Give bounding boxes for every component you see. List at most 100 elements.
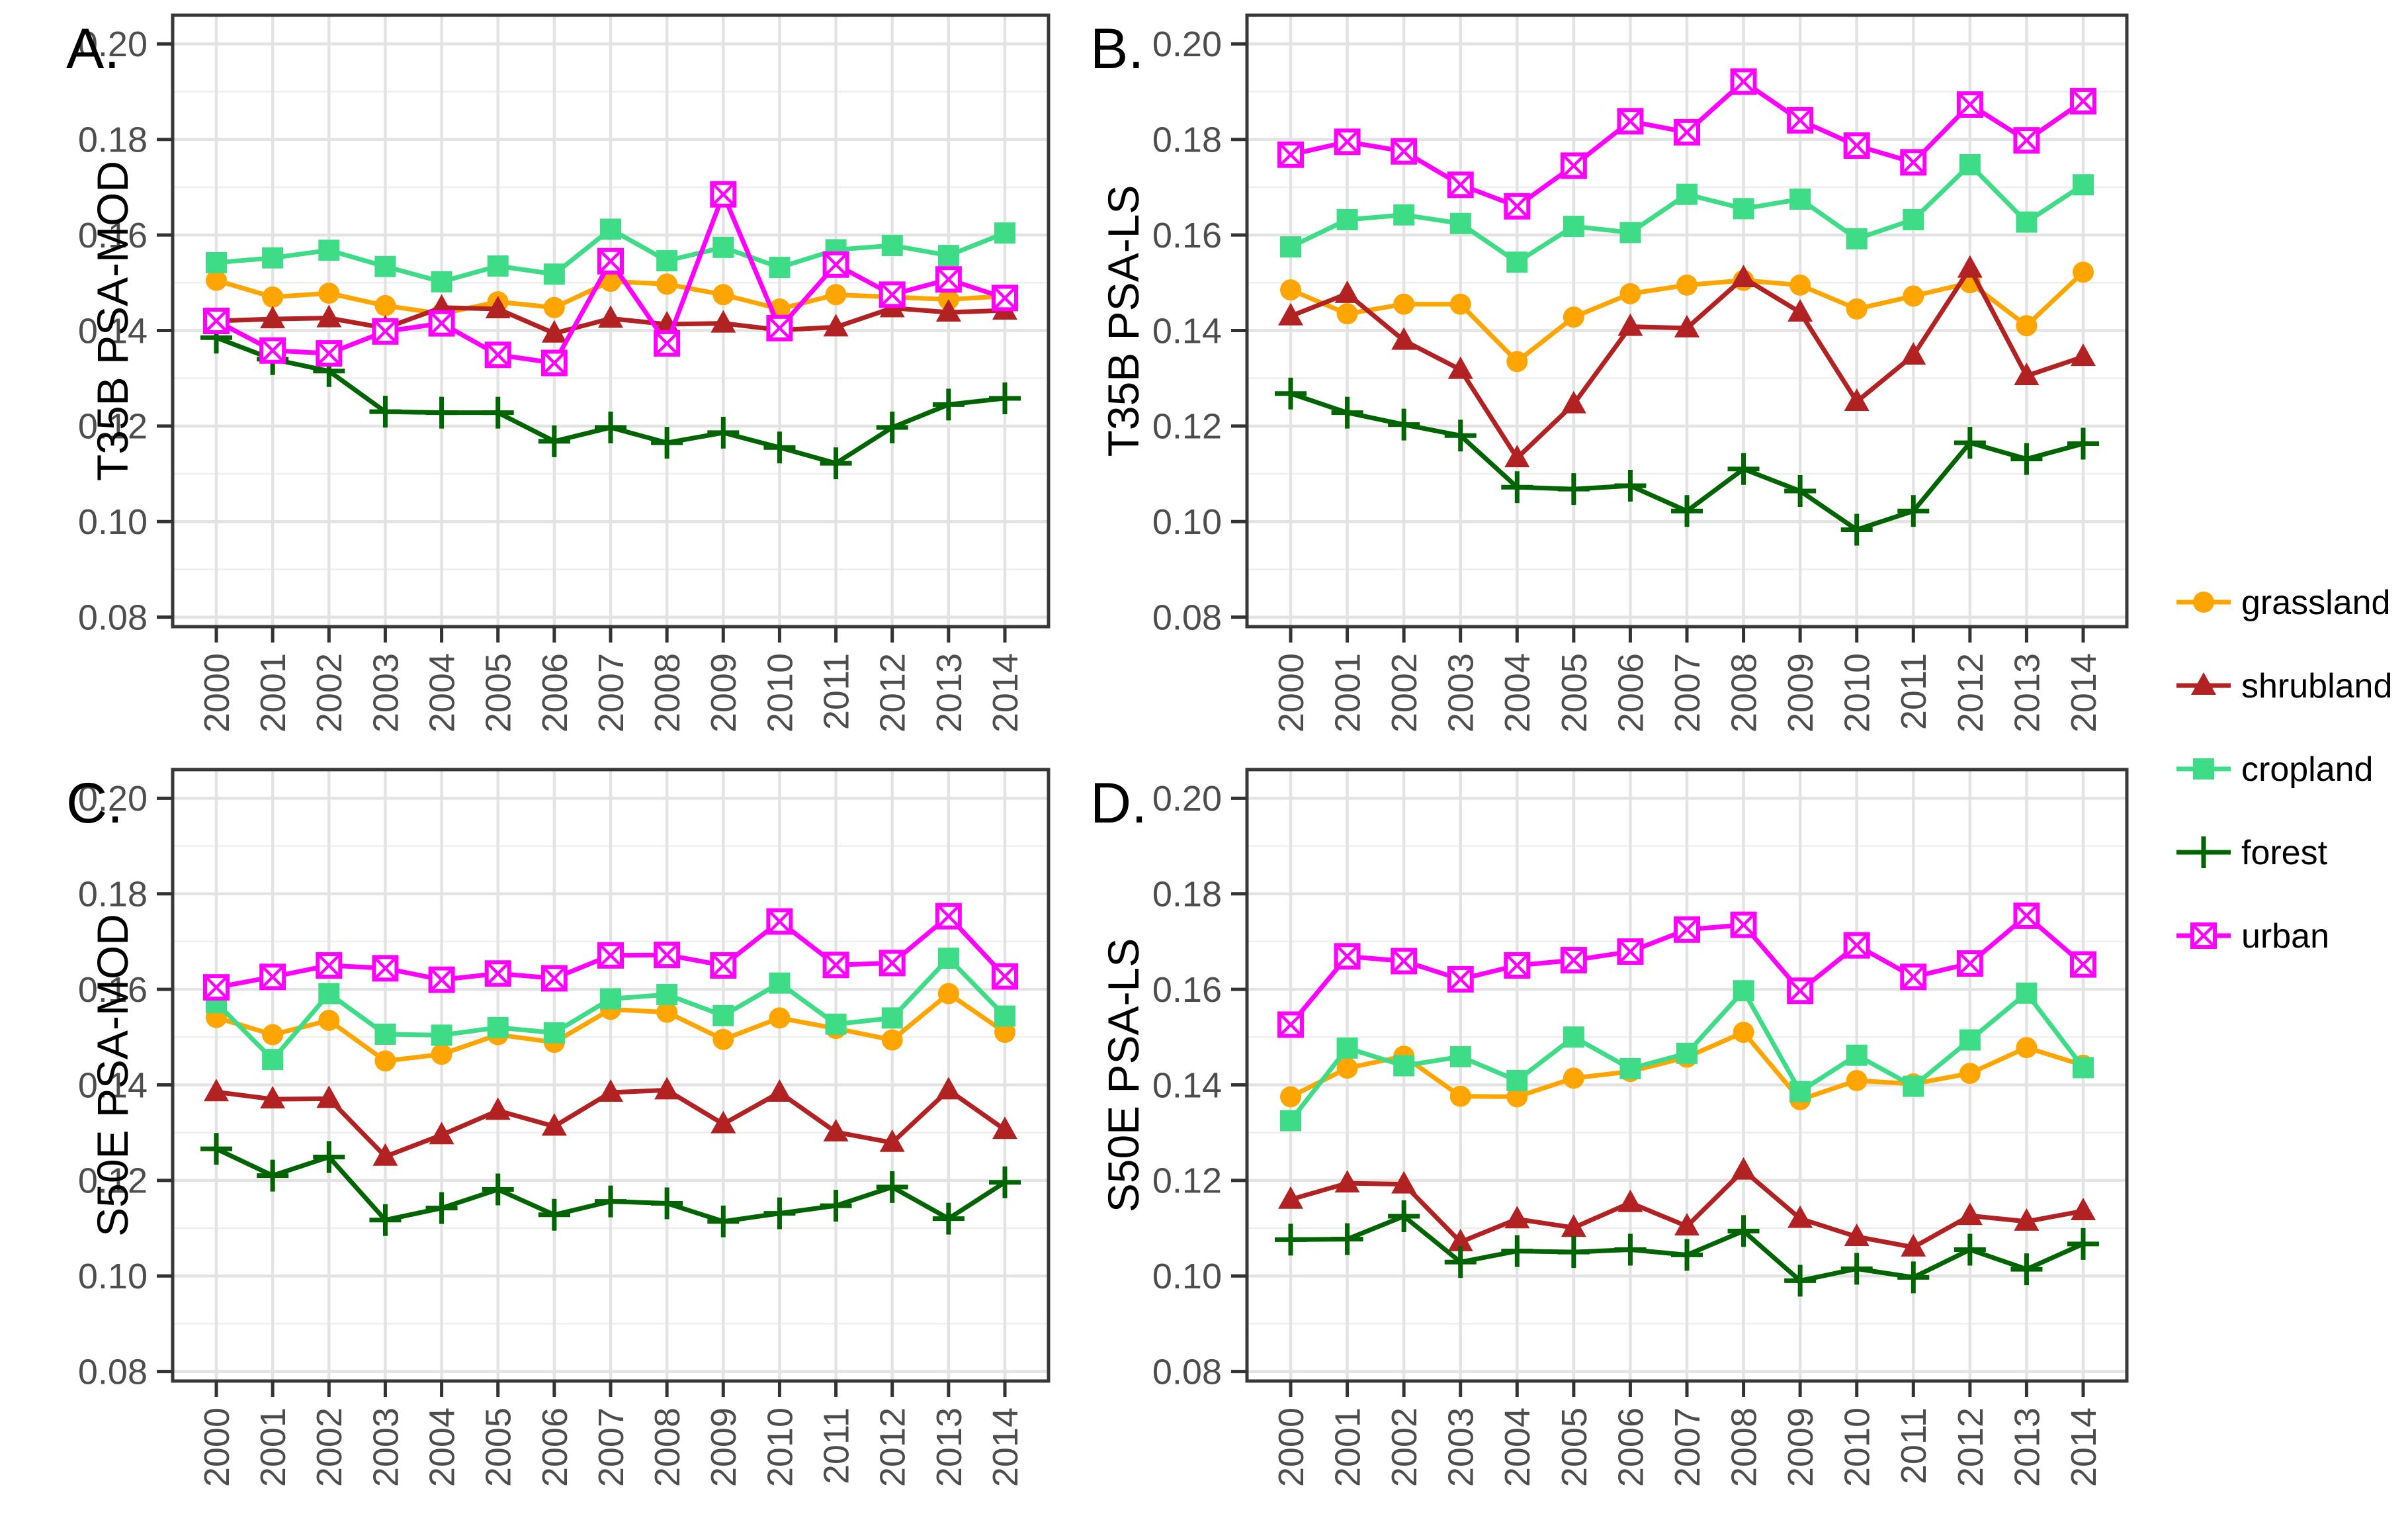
marker-plus — [1444, 1246, 1477, 1278]
panel-b-y-tick-label: 0.16 — [1152, 216, 1222, 255]
marker-triangle — [1844, 1223, 1870, 1246]
marker-plus — [2188, 836, 2219, 868]
marker-triangle — [204, 1079, 229, 1102]
panel-b-y-tick-label: 0.12 — [1152, 407, 1222, 447]
marker-circle — [374, 1050, 396, 1072]
marker-circle — [656, 1001, 678, 1023]
panel-a-y-tick-label: 0.10 — [78, 502, 148, 542]
panel-c-x-tick-label: 2011 — [816, 1407, 856, 1484]
marker-plus — [1275, 377, 1307, 410]
marker-square-x-cross — [992, 285, 1017, 310]
marker-triangle — [541, 320, 567, 343]
marker-circle — [1506, 1086, 1528, 1108]
marker-square-x-cross — [542, 965, 567, 991]
marker-square — [994, 222, 1015, 244]
marker-triangle — [260, 306, 286, 329]
marker-circle — [1789, 274, 1811, 296]
panel-c-y-axis-title: S50E PSA-MOD — [88, 914, 137, 1237]
legend-label-cropland: cropland — [2241, 750, 2373, 789]
panel-a-x-tick-label: 2004 — [422, 653, 462, 733]
panel-d-y-tick-label: 0.14 — [1152, 1065, 1222, 1105]
panel-b-x-tick-label: 2005 — [1555, 653, 1594, 733]
marker-square-x-cross — [260, 338, 285, 363]
marker-plus — [595, 1185, 626, 1218]
panel-d-x-tick-label: 2014 — [2064, 1407, 2104, 1487]
marker-square-x-cross — [1561, 153, 1586, 178]
marker-square-x-cross — [1674, 120, 1699, 145]
panel-a-y-tick-label: 0.14 — [78, 311, 148, 351]
marker-plus — [1784, 1265, 1817, 1297]
marker-square-x-cross — [1844, 133, 1870, 158]
panel-d-x-tick-label: 2010 — [1838, 1407, 1877, 1487]
panel-a-x-tick-label: 2007 — [591, 653, 631, 733]
marker-plus — [763, 431, 796, 464]
marker-square — [1619, 1057, 1641, 1079]
marker-square-x-cross — [542, 350, 567, 376]
marker-square-x-cross — [2014, 903, 2040, 928]
marker-square-x-cross — [372, 319, 398, 344]
panel-c-x-tick-label: 2001 — [253, 1407, 293, 1487]
marker-plus — [1388, 1200, 1420, 1232]
marker-square — [2073, 1057, 2094, 1079]
marker-square-x-cross — [1278, 1012, 1303, 1038]
marker-square — [1846, 228, 1868, 249]
panel-b-x-tick-label: 2011 — [1894, 653, 1934, 730]
panel-d-x-tick-label: 2002 — [1385, 1407, 1424, 1487]
panel-a-x-tick-label: 2008 — [648, 653, 687, 733]
panel-a-x-tick-label: 2011 — [816, 653, 856, 730]
marker-square — [825, 1013, 847, 1035]
panel-b-letter: B. — [1090, 17, 1144, 81]
marker-square-x-cross — [316, 341, 341, 366]
panel-c-y-tick-label: 0.16 — [78, 970, 148, 1010]
legend-label-forest: forest — [2241, 834, 2328, 872]
panel-d-x-tick-label: 2005 — [1555, 1407, 1594, 1487]
marker-circle — [2016, 1037, 2038, 1059]
marker-square — [600, 218, 621, 240]
panel-d-y-tick-label: 0.12 — [1152, 1161, 1222, 1201]
marker-square-x-cross — [1957, 951, 1983, 976]
marker-circle — [937, 983, 959, 1004]
panel-d-x-tick-label: 2003 — [1441, 1407, 1481, 1487]
marker-plus — [369, 396, 402, 428]
marker-square-x-cross — [2071, 89, 2096, 114]
marker-triangle — [1844, 388, 1870, 411]
marker-square-x-cross — [823, 952, 849, 977]
marker-plus — [200, 1133, 232, 1165]
marker-triangle — [1731, 265, 1756, 288]
marker-circle — [1846, 1069, 1868, 1091]
panel-b-x-tick-label: 2010 — [1838, 653, 1877, 733]
marker-square — [1846, 1044, 1868, 1066]
marker-circle — [2016, 315, 2038, 337]
marker-plus — [1727, 1215, 1760, 1247]
panel-d-y-tick-label: 0.08 — [1152, 1352, 1222, 1392]
marker-circle — [1846, 298, 1868, 320]
marker-square-x-cross — [1617, 939, 1643, 964]
marker-square-x-cross — [204, 308, 229, 334]
marker-square — [1449, 1046, 1471, 1067]
marker-circle — [1563, 1067, 1584, 1089]
marker-circle — [1733, 1022, 1754, 1044]
marker-circle — [262, 286, 284, 308]
marker-square — [1959, 154, 1981, 175]
marker-triangle — [992, 1116, 1017, 1139]
panel-d-y-tick-label: 0.16 — [1152, 970, 1222, 1010]
panel-b-y-tick-label: 0.08 — [1152, 598, 1222, 637]
marker-square — [1619, 222, 1641, 244]
marker-square — [1280, 1110, 1301, 1132]
marker-square — [206, 251, 227, 273]
marker-triangle — [1731, 1157, 1756, 1180]
marker-square-x-cross — [1391, 139, 1416, 164]
marker-triangle — [1674, 314, 1699, 337]
marker-plus — [651, 1187, 683, 1220]
panel-c-y-tick-label: 0.14 — [78, 1065, 148, 1105]
marker-square — [1959, 1029, 1981, 1051]
panel-a-x-tick-label: 2006 — [535, 653, 575, 733]
marker-square — [1733, 198, 1754, 220]
marker-square-x-cross — [654, 942, 679, 967]
panel-d-letter: D. — [1090, 772, 1147, 835]
marker-triangle — [1561, 390, 1586, 414]
marker-square — [881, 234, 903, 256]
panel-d-x-tick-label: 2000 — [1271, 1407, 1311, 1487]
marker-square — [712, 236, 734, 258]
marker-triangle — [2014, 363, 2040, 386]
